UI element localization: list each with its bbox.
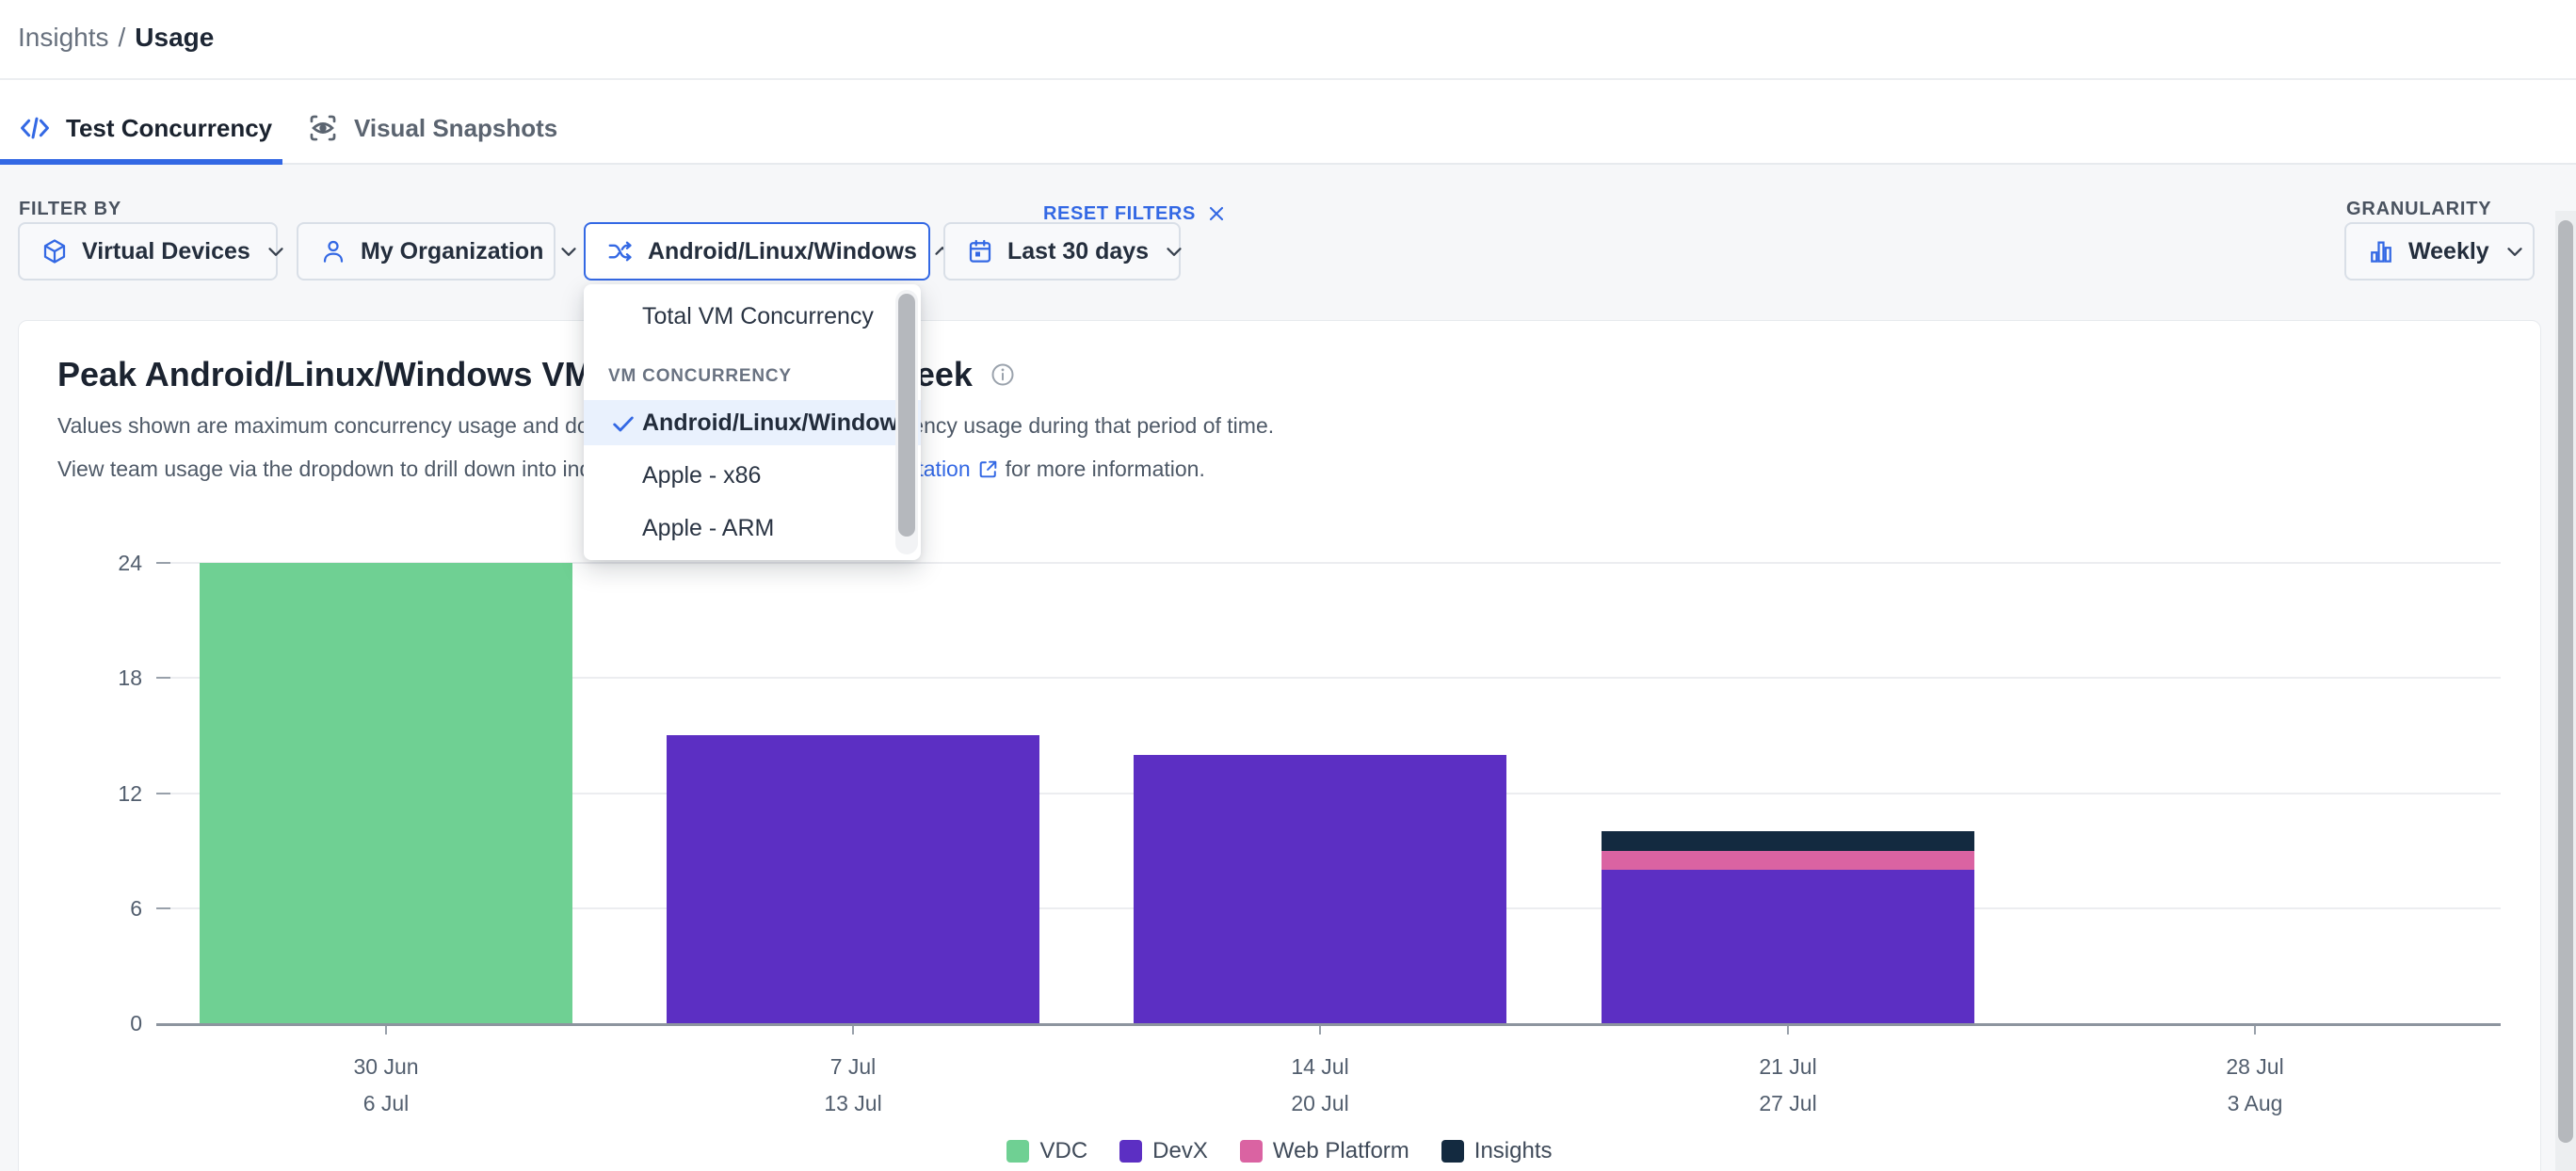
- y-axis-tick-mark: [156, 562, 170, 564]
- reset-filters-button[interactable]: RESET FILTERS: [1043, 200, 1228, 228]
- granularity-button[interactable]: Weekly: [2344, 222, 2535, 281]
- filter-date-range-value: Last 30 days: [1007, 237, 1150, 265]
- x-axis-tick-label: 21 Jul 27 Jul: [1759, 1054, 1817, 1115]
- filter-date-range-button[interactable]: Last 30 days: [943, 222, 1182, 281]
- breadcrumb-insights[interactable]: Insights: [18, 23, 109, 52]
- x-axis-tick-label: 30 Jun 6 Jul: [353, 1054, 419, 1115]
- tab-label: Visual Snapshots: [354, 113, 558, 142]
- chevron-down-icon: [1162, 239, 1186, 264]
- tab-visual-snapshots[interactable]: Visual Snapshots: [307, 98, 557, 158]
- code-icon: [19, 112, 51, 144]
- y-axis-tick-mark: [156, 906, 170, 909]
- legend-label: Insights: [1473, 1138, 1553, 1163]
- tab-label: Test Concurrency: [66, 113, 273, 142]
- concurrency-chart-card: Peak Android/Linux/Windows VM Concurrenc…: [18, 320, 2541, 1171]
- chart-gridline: [170, 677, 2501, 680]
- x-axis-line: [156, 1023, 2501, 1026]
- dropdown-option-android-linux-windows[interactable]: Android/Linux/Windows: [584, 400, 921, 445]
- filter-device-type-value: Virtual Devices: [82, 237, 250, 265]
- y-axis-tick-label: 12: [118, 780, 142, 806]
- legend-swatch: [1006, 1140, 1030, 1163]
- x-axis-tick-mark: [852, 1023, 854, 1035]
- legend-swatch: [1119, 1140, 1143, 1163]
- dropdown-option-apple-arm[interactable]: Apple - ARM: [584, 505, 921, 551]
- legend-label: DevX: [1152, 1138, 1208, 1163]
- bar-segment-devx[interactable]: [1602, 870, 1974, 1023]
- y-axis-tick-label: 0: [130, 1011, 142, 1035]
- checkmark-icon: [613, 416, 634, 432]
- legend-item-web-platform[interactable]: Web Platform: [1239, 1138, 1409, 1164]
- bar-segment-devx[interactable]: [667, 735, 1039, 1023]
- bar-segment-devx[interactable]: [1134, 754, 1506, 1023]
- granularity-value: Weekly: [2408, 237, 2489, 265]
- y-axis-tick-mark: [156, 677, 170, 680]
- filter-vm-type-button[interactable]: Android/Linux/Windows: [584, 222, 950, 281]
- filter-vm-type-value: Android/Linux/Windows: [648, 237, 917, 265]
- x-axis-tick-mark: [2254, 1023, 2256, 1035]
- chart-legend: VDC DevX Web Platform Insights: [19, 1138, 2540, 1164]
- dropdown-option-label: Apple - x86: [642, 461, 762, 489]
- calendar-icon: [966, 237, 994, 265]
- stacked-bar-chart: 0 6 12 18 24 30 Jun 6 Jul 7 Jul 13 Jul 14 Jul 20 J…: [19, 321, 2540, 1171]
- granularity-label: GRANULARITY: [2346, 199, 2492, 219]
- filter-organization-value: My Organization: [361, 237, 544, 265]
- filter-by-label: FILTER BY: [19, 199, 122, 219]
- dropdown-option-apple-x86[interactable]: Apple - x86: [584, 453, 921, 498]
- chevron-down-icon: [264, 239, 288, 264]
- active-tab-indicator: [0, 159, 282, 167]
- visual-snapshot-icon: [307, 112, 339, 144]
- x-axis-tick-mark: [1787, 1023, 1789, 1035]
- legend-item-devx[interactable]: DevX: [1119, 1138, 1208, 1164]
- external-link-icon: [976, 457, 1000, 481]
- person-icon: [319, 237, 347, 265]
- x-axis-tick-mark: [1319, 1023, 1321, 1035]
- header-divider: [0, 78, 2576, 80]
- chevron-down-icon: [556, 239, 581, 264]
- x-axis-tick-label: 14 Jul 20 Jul: [1291, 1054, 1349, 1115]
- info-icon[interactable]: [990, 361, 1016, 388]
- chart-gridline: [170, 562, 2501, 564]
- legend-swatch: [1441, 1140, 1464, 1163]
- legend-label: Web Platform: [1272, 1138, 1409, 1163]
- legend-label: VDC: [1039, 1138, 1088, 1163]
- tab-test-concurrency[interactable]: Test Concurrency: [19, 98, 272, 158]
- breadcrumb-separator: /: [118, 23, 126, 52]
- bar-segment-insights[interactable]: [1602, 831, 1974, 851]
- breadcrumb-current-usage: Usage: [135, 23, 215, 52]
- y-axis-tick-mark: [156, 792, 170, 794]
- x-axis-tick-label: 28 Jul 3 Aug: [2226, 1054, 2284, 1115]
- y-axis-tick-label: 24: [118, 551, 142, 575]
- bar-segment-vdc[interactable]: [200, 563, 572, 1023]
- dropdown-section-label: VM CONCURRENCY: [608, 366, 792, 386]
- dropdown-option-label: Android/Linux/Windows: [642, 409, 911, 436]
- tab-divider: [0, 163, 2576, 165]
- x-axis-tick-label: 7 Jul 13 Jul: [824, 1054, 882, 1115]
- reset-filters-label: RESET FILTERS: [1043, 202, 1196, 224]
- legend-item-insights[interactable]: Insights: [1441, 1138, 1553, 1164]
- x-axis-tick-mark: [385, 1023, 387, 1035]
- bar-segment-web-platform[interactable]: [1602, 850, 1974, 870]
- dropdown-option-label: Apple - ARM: [642, 514, 775, 541]
- legend-swatch: [1239, 1140, 1263, 1163]
- breadcrumb: Insights / Usage: [18, 23, 214, 53]
- shuffle-icon: [606, 237, 635, 265]
- y-axis-tick-label: 18: [118, 666, 142, 691]
- close-icon: [1205, 202, 1228, 225]
- bar-chart-icon: [2367, 237, 2395, 265]
- dropdown-scrollbar-thumb[interactable]: [898, 294, 915, 537]
- legend-item-vdc[interactable]: VDC: [1006, 1138, 1087, 1164]
- y-axis-tick-label: 6: [130, 895, 142, 921]
- chevron-down-icon: [2503, 239, 2527, 264]
- vm-concurrency-dropdown-menu: Total VM Concurrency VM CONCURRENCY Andr…: [584, 284, 921, 560]
- dropdown-option-total-vm-concurrency[interactable]: Total VM Concurrency: [642, 302, 874, 329]
- filter-device-type-button[interactable]: Virtual Devices: [18, 222, 283, 281]
- filter-organization-button[interactable]: My Organization: [297, 222, 577, 281]
- page-scrollbar-thumb[interactable]: [2558, 220, 2573, 1143]
- description-text: for more information.: [1005, 457, 1205, 481]
- cube-icon: [40, 237, 69, 265]
